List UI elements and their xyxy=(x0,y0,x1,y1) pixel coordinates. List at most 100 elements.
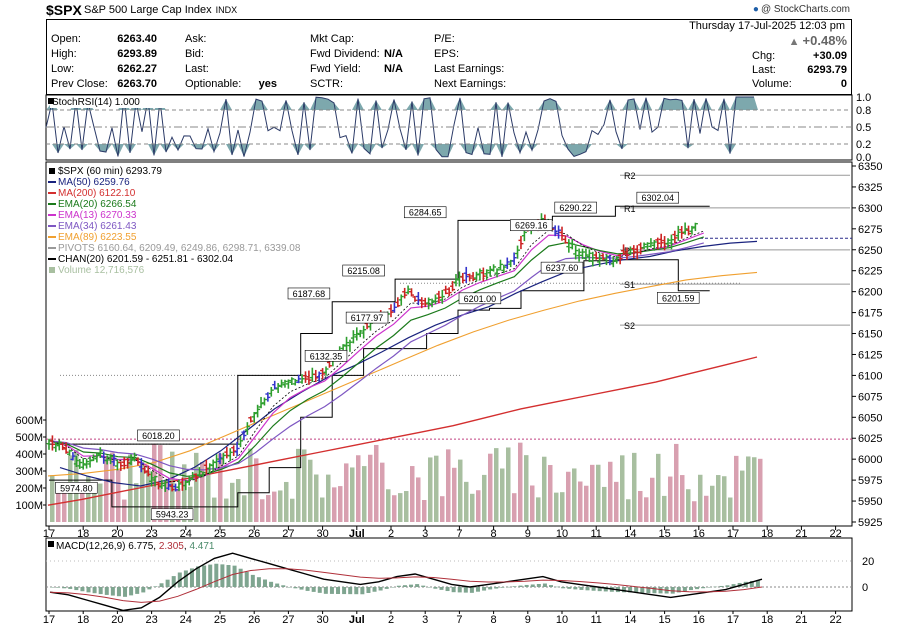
annotation-label: 6018.20 xyxy=(142,431,175,441)
chg-label: Chg: xyxy=(752,50,776,62)
price-bar xyxy=(285,379,291,389)
next-earnings-label: Next Earnings: xyxy=(434,78,507,90)
volume-bar xyxy=(650,477,655,522)
volume-bar xyxy=(320,497,325,522)
volume-bar xyxy=(698,474,703,522)
price-bar xyxy=(70,452,76,461)
macd-hist-bar xyxy=(591,587,596,591)
volume-bar xyxy=(230,482,235,522)
macd-x-tick-label: 9 xyxy=(525,614,531,626)
price-bar xyxy=(53,442,59,452)
volume-bar xyxy=(476,490,481,522)
price-bar xyxy=(128,454,134,465)
fwd-dividend-value: N/A xyxy=(384,48,403,60)
price-bar xyxy=(214,454,220,468)
macd-hist-bar xyxy=(360,587,365,595)
prev-close-value: 6263.70 xyxy=(117,78,157,90)
price-bar xyxy=(415,292,421,306)
macd-hist-bar xyxy=(171,576,176,587)
price-bar xyxy=(436,290,442,303)
volume-bar xyxy=(452,467,457,522)
price-bar xyxy=(350,330,356,344)
price-bar xyxy=(299,374,305,384)
price-bar xyxy=(244,422,250,435)
legend-pivots: PIVOTS 6160.64, 6209.49, 6249.86, 6298.7… xyxy=(58,243,301,254)
price-tick-label: 6300 xyxy=(858,203,882,215)
x-tick-label: 10 xyxy=(556,528,568,540)
macd-tick-label: 20 xyxy=(862,556,874,568)
ticker-symbol[interactable]: $SPX xyxy=(46,2,82,18)
volume-bar xyxy=(206,469,211,522)
x-tick-label: 7 xyxy=(456,528,462,540)
price-bar xyxy=(238,436,244,448)
legend-ma50: MA(50) 6259.76 xyxy=(58,177,130,188)
macd-hist-bar xyxy=(74,587,79,591)
annotation-label: 6201.59 xyxy=(662,293,695,303)
volume-bar xyxy=(686,489,691,522)
price-bar xyxy=(617,253,623,265)
macd-axis: 20 0 xyxy=(862,556,874,594)
macd-hist-bar xyxy=(317,587,322,593)
macd-hist-bar xyxy=(530,584,535,587)
annotation-label: 6237.60 xyxy=(546,263,579,273)
price-bar xyxy=(470,272,476,282)
volume-bar xyxy=(332,487,337,522)
volume-bar xyxy=(104,457,109,522)
annotation-label: 6284.65 xyxy=(409,208,442,218)
price-bar xyxy=(63,442,69,454)
price-bar xyxy=(90,454,96,462)
price-tick-label: 5925 xyxy=(858,517,882,529)
price-bar xyxy=(111,453,117,466)
price-bar xyxy=(480,267,486,282)
stochrsi-legend-swatch xyxy=(48,98,54,104)
price-bar xyxy=(556,225,562,239)
volume-bar xyxy=(278,490,283,522)
price-bar xyxy=(402,287,408,299)
macd-hist-bar xyxy=(92,587,97,594)
x-tick-label: 2 xyxy=(388,528,394,540)
macd-hist-bar xyxy=(305,587,310,591)
price-tick-label: 6225 xyxy=(858,266,882,278)
annotation-box xyxy=(137,429,180,442)
macd-x-tick-label: 7 xyxy=(456,614,462,626)
annotation-label: 6201.00 xyxy=(464,294,497,304)
price-bar xyxy=(597,253,603,267)
volume-bar xyxy=(284,481,289,522)
annotation-box xyxy=(510,219,553,232)
macd-hist-bar xyxy=(652,587,657,594)
legend-ema20: EMA(20) 6266.54 xyxy=(58,199,137,210)
copyright[interactable]: @ StockCharts.com xyxy=(753,4,850,15)
last2-value: 6293.79 xyxy=(807,64,847,76)
macd-hist-bar xyxy=(220,564,225,587)
price-bar xyxy=(658,233,664,248)
annotation-box xyxy=(345,311,389,324)
macd-hist-bar xyxy=(670,587,675,594)
price-bar xyxy=(655,237,661,250)
pivot-label: S2 xyxy=(624,321,635,331)
price-bar xyxy=(391,302,397,313)
macd-x-tick-label: 18 xyxy=(761,614,773,626)
price-bar xyxy=(173,483,179,492)
volume-bar xyxy=(494,448,499,522)
volume-tick-label: 600M xyxy=(15,415,43,427)
price-bar xyxy=(460,272,466,284)
macd-hist-bar xyxy=(415,584,420,587)
macd-hist-bar xyxy=(165,579,170,587)
annotation-box xyxy=(342,264,385,277)
price-bar xyxy=(692,222,698,232)
volume-bar xyxy=(344,463,349,522)
annotation-box xyxy=(636,191,679,204)
x-tick-label: 9 xyxy=(525,528,531,540)
ask-label: Ask: xyxy=(185,33,207,45)
volume-bar xyxy=(410,466,415,522)
volume-bar xyxy=(464,481,469,522)
price-bar xyxy=(511,252,517,265)
annotation-label: 6177.97 xyxy=(351,313,384,323)
macd-x-tick-label: 8 xyxy=(491,614,497,626)
price-bar xyxy=(494,268,500,278)
pe-label: P/E: xyxy=(434,33,455,45)
price-bar xyxy=(648,238,654,248)
volume-tick-label: 100M xyxy=(15,500,43,512)
volume-bars xyxy=(50,442,763,522)
